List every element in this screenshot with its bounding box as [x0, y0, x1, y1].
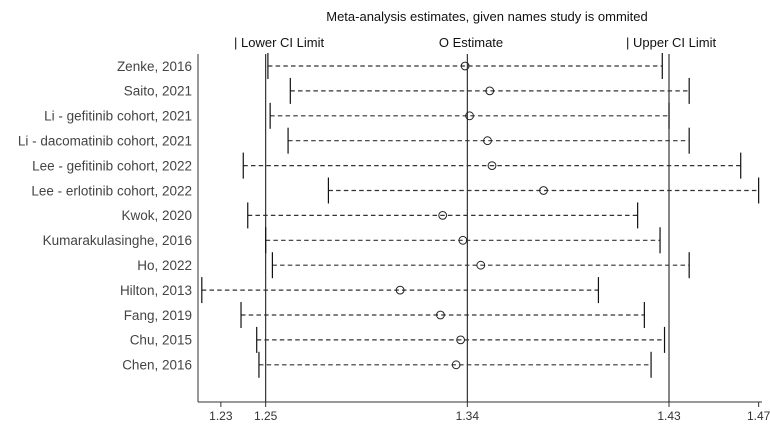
- study-row: Zenke, 2016: [117, 53, 663, 79]
- study-row: Chu, 2015: [130, 326, 666, 353]
- estimate-point: [460, 61, 470, 71]
- lower-ci-header: | Lower CI Limit: [234, 35, 324, 50]
- study-row: Li - dacomatinib cohort, 2021: [18, 127, 690, 154]
- study-row: Ho, 2022: [137, 252, 690, 279]
- upper-ci-header: | Upper CI Limit: [626, 35, 716, 50]
- estimate-point: [438, 211, 448, 220]
- study-row: Li - gefitinib cohort, 2021: [44, 102, 670, 129]
- study-row: Chen, 2016: [122, 351, 652, 378]
- study-label: Zenke, 2016: [117, 59, 192, 74]
- estimate-point: [465, 111, 474, 121]
- study-row: Saito, 2021: [124, 77, 690, 104]
- study-row: Fang, 2019: [124, 302, 645, 328]
- x-tick-label: 1.25: [254, 409, 278, 423]
- estimate-point: [456, 335, 466, 345]
- study-label: Kumarakulasinghe, 2016: [43, 233, 192, 248]
- x-tick-label: 1.34: [456, 409, 480, 423]
- estimate-point: [451, 360, 461, 370]
- study-label: Lee - erlotinib cohort, 2022: [31, 183, 192, 198]
- estimate-point: [483, 136, 492, 146]
- reference-lines: [265, 54, 670, 402]
- study-label: Fang, 2019: [124, 308, 192, 323]
- x-tick-label: 1.23: [209, 409, 233, 423]
- estimate-header: O Estimate: [439, 35, 503, 50]
- estimate-point: [436, 310, 445, 320]
- study-label: Lee - gefitinib cohort, 2022: [32, 158, 192, 173]
- study-label: Chu, 2015: [130, 333, 192, 348]
- estimate-point: [458, 235, 468, 245]
- estimate-point: [487, 161, 497, 171]
- study-label: Hilton, 2013: [120, 283, 192, 298]
- study-row: Lee - erlotinib cohort, 2022: [31, 177, 760, 204]
- study-row: Kwok, 2020: [121, 202, 639, 229]
- estimate-point: [485, 86, 495, 96]
- study-label: Saito, 2021: [124, 84, 192, 99]
- study-row: Lee - gefitinib cohort, 2022: [32, 152, 742, 179]
- x-tick-label: 1.47: [747, 409, 770, 423]
- study-row: Hilton, 2013: [120, 277, 600, 304]
- chart-title: Meta-analysis estimates, given names stu…: [326, 9, 648, 24]
- study-label: Ho, 2022: [137, 258, 192, 273]
- x-tick-label: 1.43: [657, 409, 681, 423]
- x-axis-ticks: 1.23 1.25 1.34 1.43 1.47: [209, 402, 770, 423]
- study-label: Li - dacomatinib cohort, 2021: [18, 134, 192, 149]
- study-row: Kumarakulasinghe, 2016: [43, 227, 661, 254]
- estimate-point: [395, 285, 405, 295]
- study-label: Kwok, 2020: [121, 208, 192, 223]
- estimate-point: [539, 186, 548, 195]
- study-rows: Zenke, 2016 Saito, 2021 Li - gefitinib coh…: [18, 53, 760, 378]
- study-label: Chen, 2016: [122, 358, 192, 373]
- study-label: Li - gefitinib cohort, 2021: [44, 109, 192, 124]
- estimate-point: [476, 260, 486, 270]
